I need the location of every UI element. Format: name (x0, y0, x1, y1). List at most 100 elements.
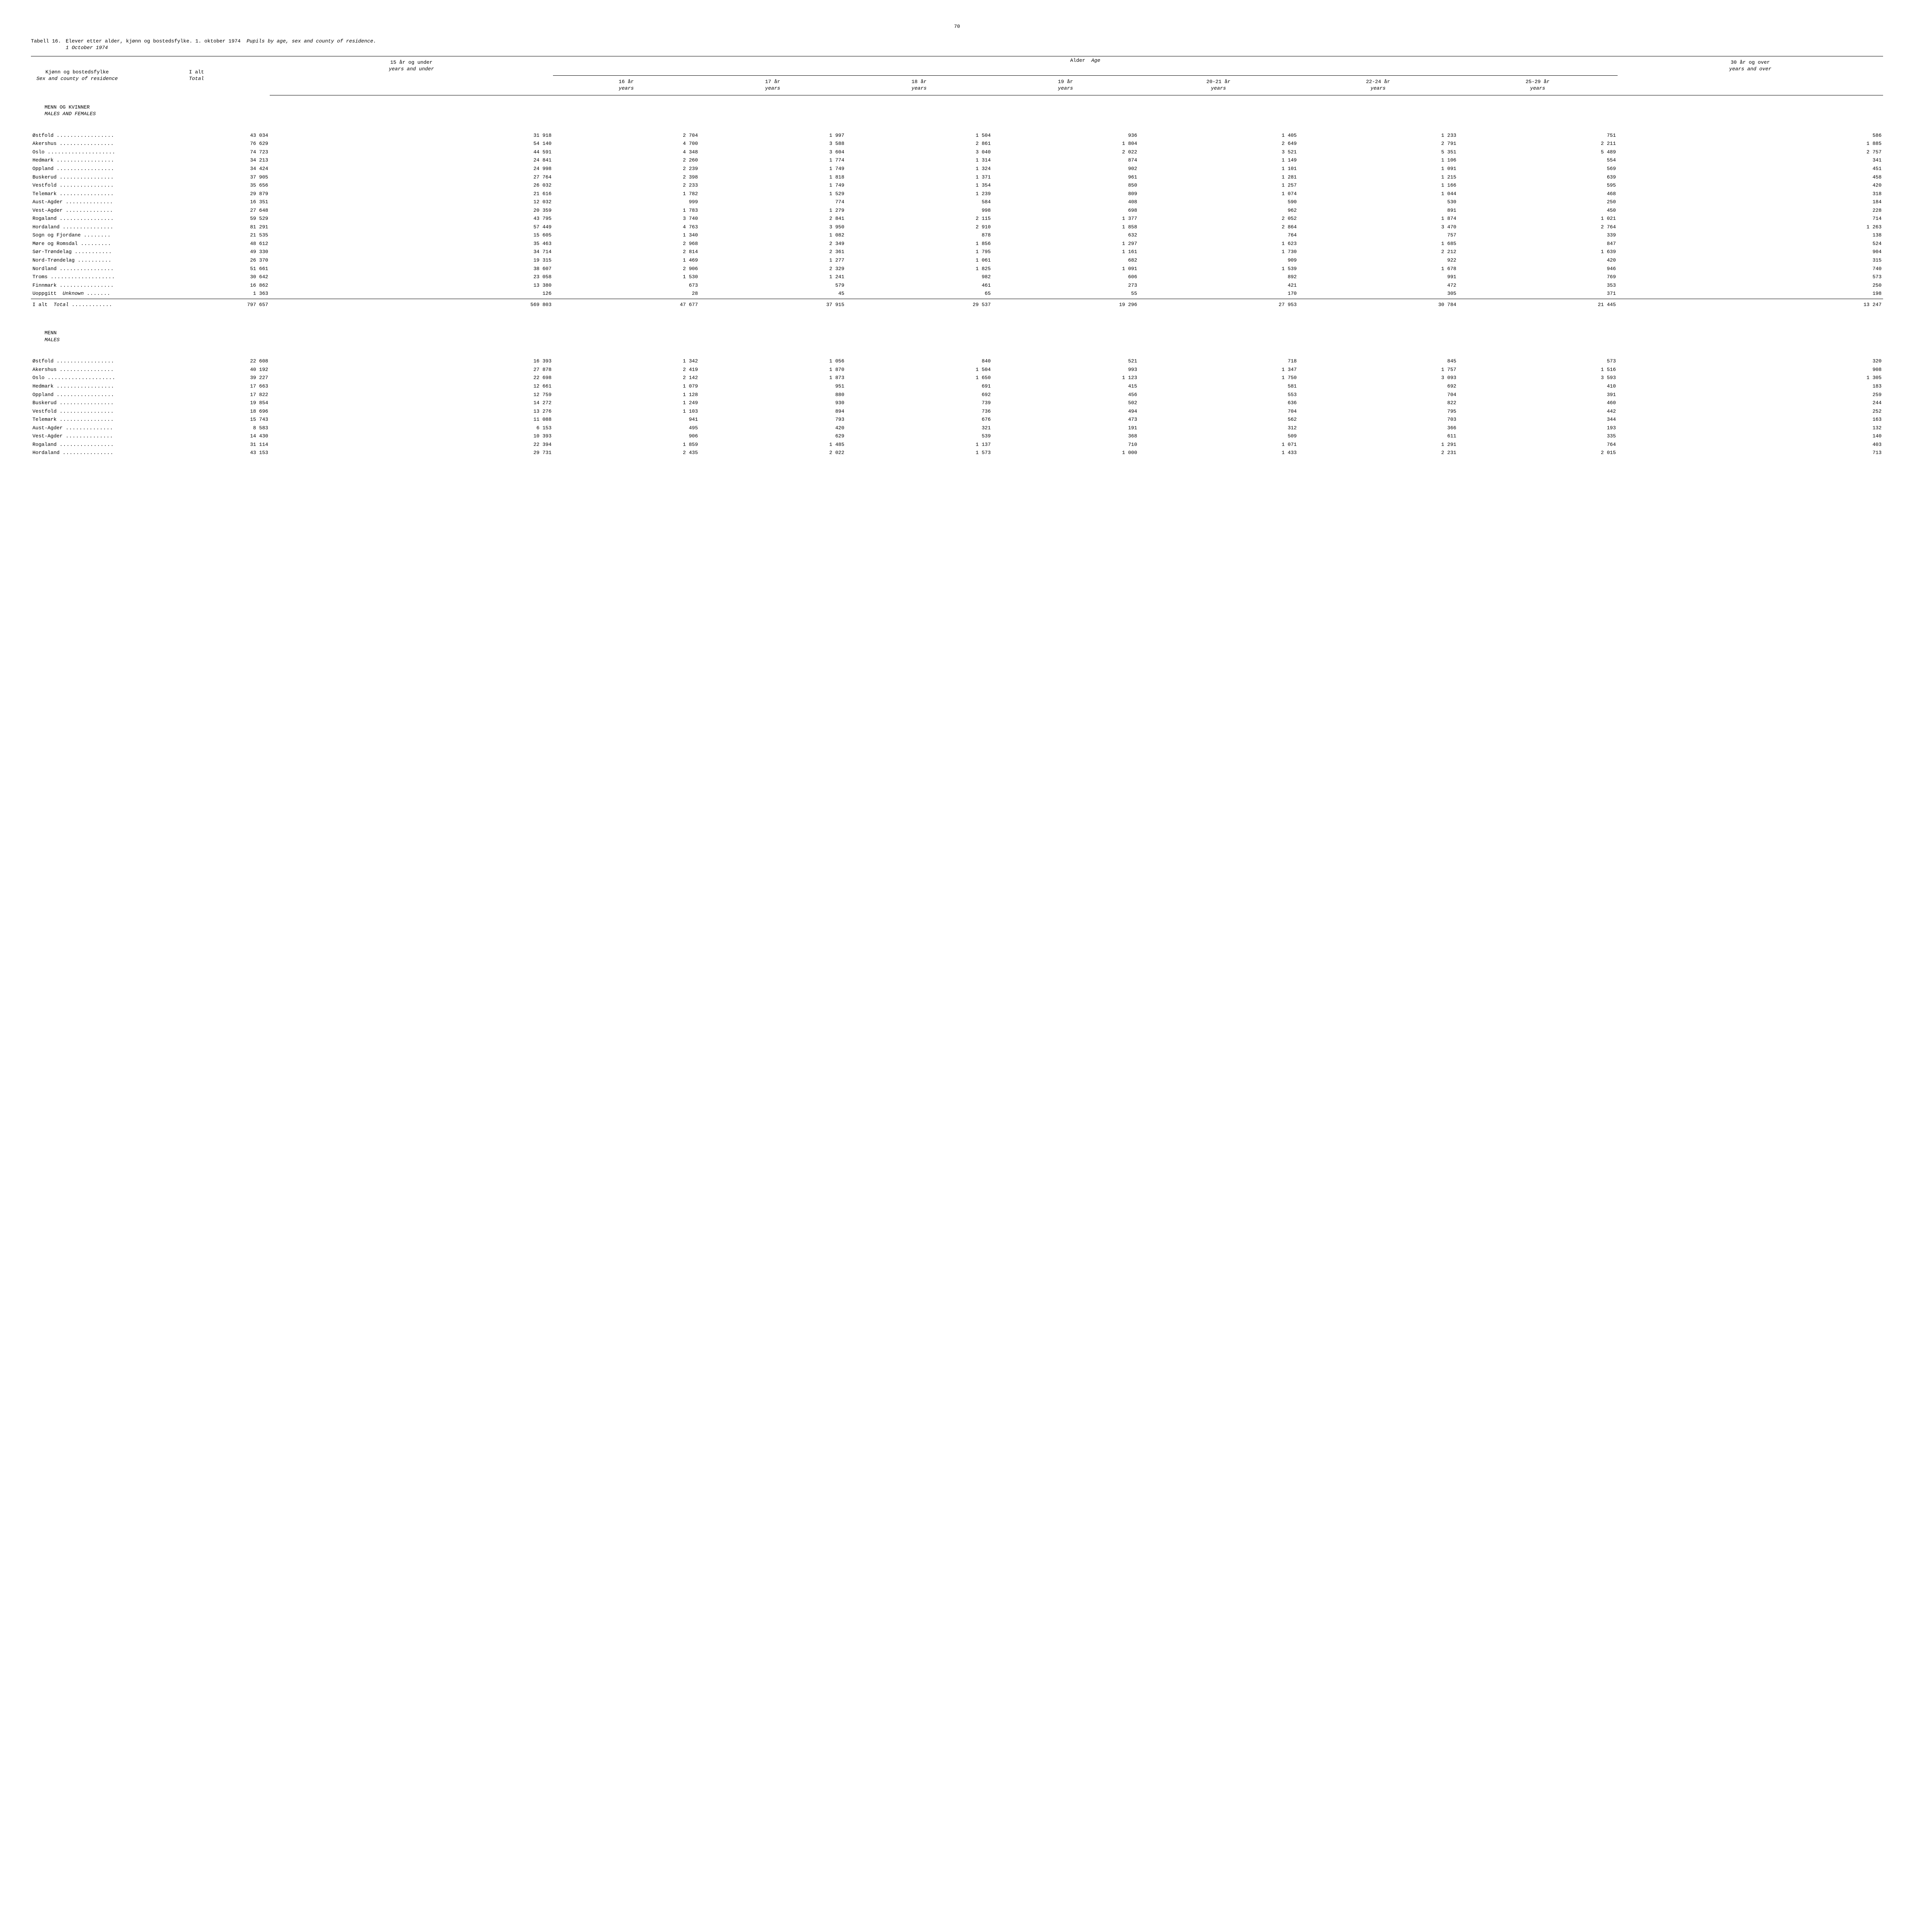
value-cell: 961 (992, 173, 1139, 182)
value-cell: 1 858 (992, 223, 1139, 231)
value-cell: 611 (1298, 432, 1458, 440)
value-cell: 35 463 (270, 240, 553, 248)
value-cell: 3 470 (1298, 223, 1458, 231)
value-cell: 757 (1298, 231, 1458, 240)
value-cell: 2 115 (846, 214, 992, 223)
value-cell: 250 (1618, 281, 1883, 290)
value-cell: 1 516 (1458, 366, 1618, 374)
value-cell: 1 433 (1139, 449, 1298, 457)
total-value-cell: 797 657 (123, 299, 270, 309)
value-cell: 2 329 (699, 265, 846, 273)
county-cell: Oppland ................. (31, 391, 123, 399)
value-cell: 320 (1618, 357, 1883, 366)
value-cell: 1 166 (1298, 181, 1458, 190)
value-cell: 1 263 (1618, 223, 1883, 231)
table-row: Rogaland ................ 59 529 43 795 … (31, 214, 1883, 223)
value-cell: 28 (553, 289, 699, 299)
value-cell: 368 (992, 432, 1139, 440)
value-cell: 1 650 (846, 374, 992, 382)
value-cell: 3 740 (553, 214, 699, 223)
value-cell: 2 349 (699, 240, 846, 248)
value-cell: 1 639 (1458, 248, 1618, 256)
value-cell: 1 297 (992, 240, 1139, 248)
value-cell: 76 629 (123, 139, 270, 148)
value-cell: 420 (699, 424, 846, 432)
value-cell: 751 (1458, 131, 1618, 140)
value-cell: 140 (1618, 432, 1883, 440)
value-cell: 312 (1139, 424, 1298, 432)
value-cell: 878 (846, 231, 992, 240)
value-cell: 49 330 (123, 248, 270, 256)
value-cell: 43 795 (270, 214, 553, 223)
value-cell: 4 700 (553, 139, 699, 148)
value-cell: 1 354 (846, 181, 992, 190)
value-cell: 2 233 (553, 181, 699, 190)
value-cell: 27 878 (270, 366, 553, 374)
value-cell: 3 521 (1139, 148, 1298, 156)
value-cell: 962 (1139, 206, 1298, 215)
value-cell: 126 (270, 289, 553, 299)
value-cell: 850 (992, 181, 1139, 190)
value-cell: 353 (1458, 281, 1618, 290)
value-cell: 795 (1298, 407, 1458, 416)
value-cell: 904 (1618, 248, 1883, 256)
value-cell: 908 (1618, 366, 1883, 374)
value-cell: 74 723 (123, 148, 270, 156)
value-cell: 391 (1458, 391, 1618, 399)
value-cell: 17 663 (123, 382, 270, 391)
value-cell: 1 340 (553, 231, 699, 240)
county-cell: Nordland ................ (31, 265, 123, 273)
county-cell: Vestfold ................ (31, 407, 123, 416)
value-cell: 456 (992, 391, 1139, 399)
value-cell: 1 504 (846, 131, 992, 140)
value-cell: 2 864 (1139, 223, 1298, 231)
value-cell: 14 272 (270, 399, 553, 407)
value-cell: 562 (1139, 415, 1298, 424)
value-cell: 31 918 (270, 131, 553, 140)
value-cell: 1 071 (1139, 440, 1298, 449)
value-cell: 1 061 (846, 256, 992, 265)
value-cell: 1 305 (1618, 374, 1883, 382)
value-cell: 22 698 (270, 374, 553, 382)
value-cell: 1 529 (699, 190, 846, 198)
table-row: Aust-Agder .............. 16 351 12 032 … (31, 198, 1883, 206)
value-cell: 993 (992, 366, 1139, 374)
value-cell: 2 212 (1298, 248, 1458, 256)
table-row: Oppland ................. 34 424 24 998 … (31, 165, 1883, 173)
value-cell: 27 648 (123, 206, 270, 215)
value-cell: 710 (992, 440, 1139, 449)
value-cell: 442 (1458, 407, 1618, 416)
value-cell: 847 (1458, 240, 1618, 248)
value-cell: 880 (699, 391, 846, 399)
value-cell: 191 (992, 424, 1139, 432)
value-cell: 713 (1618, 449, 1883, 457)
section-header: MENN OG KVINNER MALES AND FEMALES (31, 95, 1883, 124)
value-cell: 553 (1139, 391, 1298, 399)
spacer-row (31, 350, 1883, 357)
value-cell: 2 052 (1139, 214, 1298, 223)
spacer-row (31, 124, 1883, 131)
value-cell: 1 082 (699, 231, 846, 240)
col-2529: 25-29 åryears (1458, 75, 1618, 95)
value-cell: 198 (1618, 289, 1883, 299)
value-cell: 37 905 (123, 173, 270, 182)
value-cell: 29 731 (270, 449, 553, 457)
value-cell: 44 591 (270, 148, 553, 156)
subtitle-en: 1 October 1974 (66, 45, 108, 51)
value-cell: 473 (992, 415, 1139, 424)
value-cell: 1 504 (846, 366, 992, 374)
value-cell: 19 854 (123, 399, 270, 407)
value-cell: 793 (699, 415, 846, 424)
value-cell: 3 950 (699, 223, 846, 231)
value-cell: 24 841 (270, 156, 553, 165)
value-cell: 57 449 (270, 223, 553, 231)
value-cell: 17 822 (123, 391, 270, 399)
value-cell: 250 (1458, 198, 1618, 206)
county-cell: Hedmark ................. (31, 156, 123, 165)
table-row: Oppland ................. 17 822 12 759 … (31, 391, 1883, 399)
value-cell: 2 791 (1298, 139, 1458, 148)
value-cell: 1 825 (846, 265, 992, 273)
value-cell: 1 539 (1139, 265, 1298, 273)
value-cell: 874 (992, 156, 1139, 165)
value-cell: 13 276 (270, 407, 553, 416)
